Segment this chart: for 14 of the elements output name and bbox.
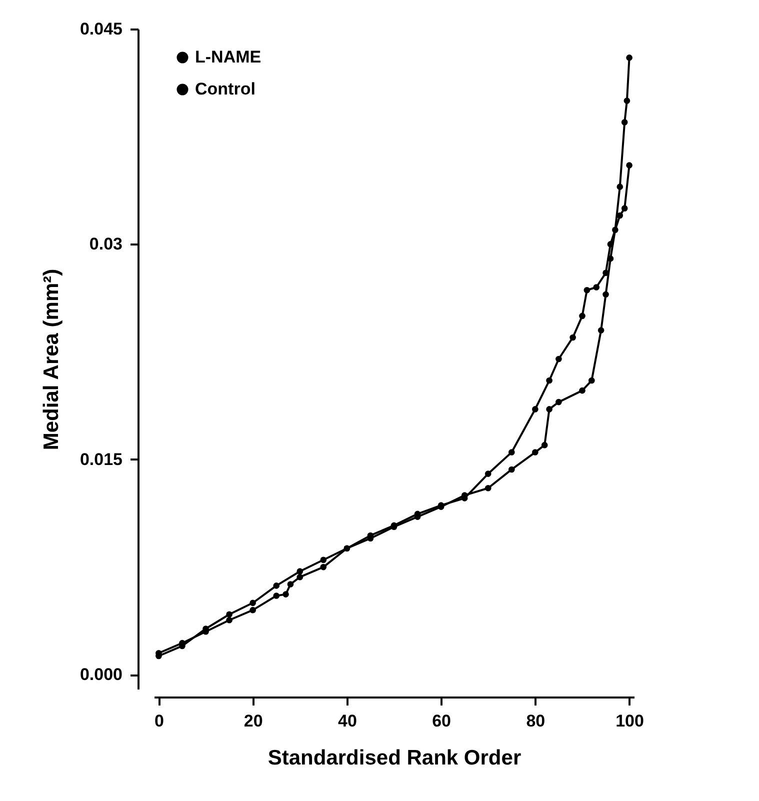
x-tick-label: 40 — [338, 712, 357, 730]
y-tick-label: 0.000 — [80, 665, 122, 684]
x-tick-label: 60 — [432, 712, 452, 730]
x-axis-title: Standardised Rank Order — [268, 746, 522, 770]
y-tick-label: 0.045 — [80, 20, 122, 38]
y-tick-label: 0.015 — [80, 450, 122, 469]
x-tick-label: 100 — [616, 712, 644, 730]
y-tick-label: 0.03 — [89, 234, 122, 254]
legend-label: Control — [195, 80, 256, 98]
x-tick-label: 0 — [154, 712, 164, 730]
legend-label: L-NAME — [195, 48, 262, 66]
x-tick-label: 80 — [526, 712, 546, 730]
x-tick-label: 20 — [244, 712, 263, 730]
y-axis-title: Medial Area (mm²) — [40, 268, 63, 450]
